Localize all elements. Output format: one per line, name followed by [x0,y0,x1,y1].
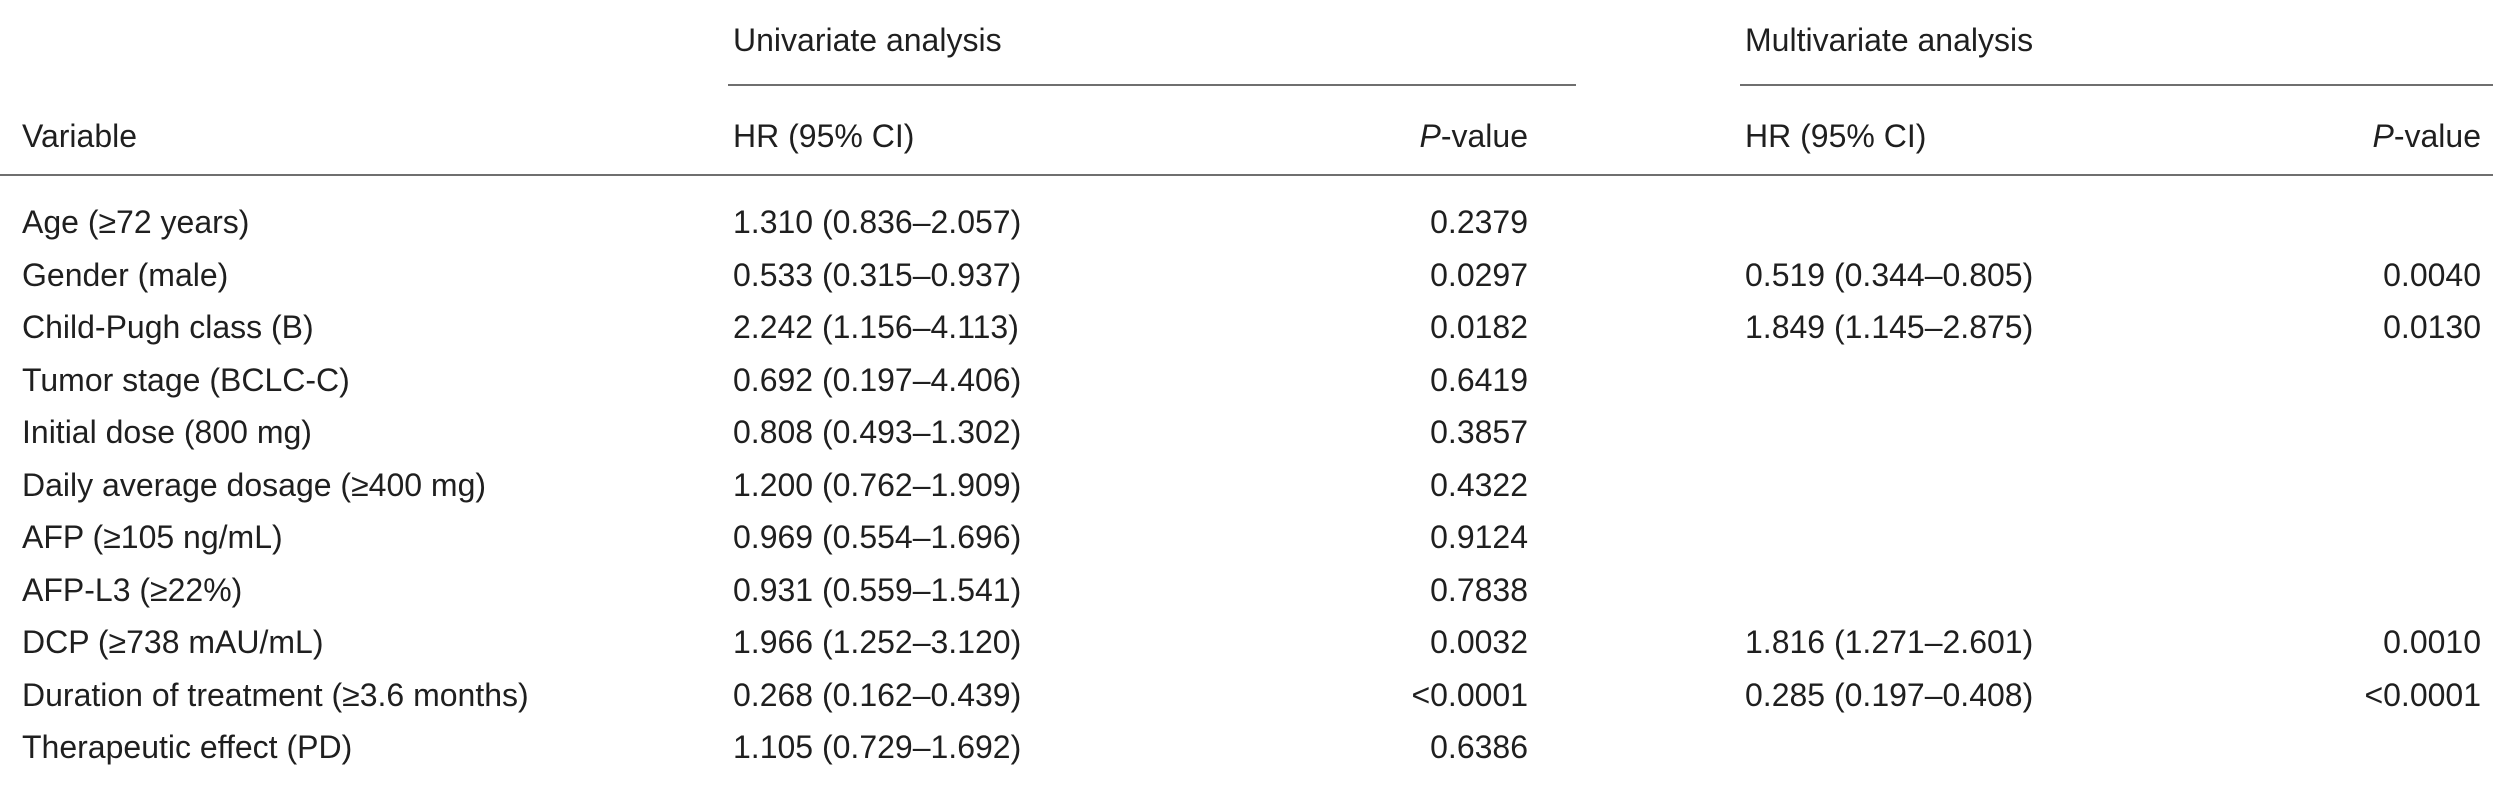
variable-column-header: Variable [22,118,138,154]
multivariate-group-rule [1740,84,2493,86]
variable-cell: AFP-L3 (≥22%) [22,571,243,608]
p-italic: P [1419,118,1441,154]
variable-cell: Duration of treatment (≥3.6 months) [22,676,529,713]
univariate-group-header: Univariate analysis [733,22,1002,58]
p-suffix: -value [1440,118,1528,154]
univariate-p-cell: 0.7838 [1430,571,1528,608]
univariate-hr-cell: 0.931 (0.559–1.541) [733,571,1022,608]
univariate-p-cell: 0.6386 [1430,729,1528,765]
univariate-hr-cell: 0.808 (0.493–1.302) [733,414,1022,450]
univariate-hr-cell: 1.105 (0.729–1.692) [733,729,1022,765]
univariate-hr-cell: 1.310 (0.836–2.057) [733,204,1022,240]
univariate-p-cell: <0.0001 [1411,676,1528,713]
variable-cell: DCP (≥738 mAU/mL) [22,624,324,660]
univariate-p-cell: 0.0032 [1430,624,1528,660]
table-body: Age (≥72 years) 1.310 (0.836–2.057) 0.23… [0,196,2493,774]
multivariate-hr-column-header: HR (95% CI) [1745,118,1927,154]
multivariate-p-cell: <0.0001 [2364,676,2481,713]
univariate-p-cell: 0.6419 [1430,361,1528,398]
variable-cell: Daily average dosage (≥400 mg) [22,466,487,503]
p-italic: P [2372,118,2394,154]
univariate-p-cell: 0.9124 [1430,519,1528,555]
variable-cell: Initial dose (800 mg) [22,414,312,450]
variable-cell: AFP (≥105 ng/mL) [22,519,283,555]
univariate-hr-cell: 0.969 (0.554–1.696) [733,519,1022,555]
p-suffix: -value [2393,118,2481,154]
multivariate-p-cell: 0.0010 [2383,624,2481,660]
univariate-p-cell: 0.2379 [1430,204,1528,240]
univariate-hr-cell: 1.966 (1.252–3.120) [733,624,1022,660]
multivariate-hr-cell: 1.816 (1.271–2.601) [1745,624,2034,660]
table-row: Gender (male) 0.533 (0.315–0.937) 0.0297… [0,249,2493,302]
multivariate-hr-cell: 1.849 (1.145–2.875) [1745,309,2034,345]
univariate-hr-cell: 0.692 (0.197–4.406) [733,361,1022,398]
table-row: Child-Pugh class (B) 2.242 (1.156–4.113)… [0,301,2493,354]
univariate-p-cell: 0.0182 [1430,309,1528,345]
table-row: Initial dose (800 mg) 0.808 (0.493–1.302… [0,406,2493,459]
table-row: Therapeutic effect (PD) 1.105 (0.729–1.6… [0,721,2493,774]
multivariate-hr-cell: 0.519 (0.344–0.805) [1745,256,2034,293]
variable-cell: Therapeutic effect (PD) [22,729,353,765]
variable-cell: Tumor stage (BCLC-C) [22,361,350,398]
variable-cell: Gender (male) [22,256,229,293]
univariate-hr-cell: 1.200 (0.762–1.909) [733,466,1022,503]
variable-cell: Child-Pugh class (B) [22,309,314,345]
header-rule [0,174,2493,176]
univariate-p-column-header: P-value [1420,116,1529,156]
univariate-hr-cell: 0.268 (0.162–0.439) [733,676,1022,713]
table-row: AFP (≥105 ng/mL) 0.969 (0.554–1.696) 0.9… [0,511,2493,564]
table-row: Age (≥72 years) 1.310 (0.836–2.057) 0.23… [0,196,2493,249]
multivariate-p-cell: 0.0130 [2383,309,2481,345]
univariate-hr-cell: 2.242 (1.156–4.113) [733,309,1019,345]
table-row: Duration of treatment (≥3.6 months) 0.26… [0,669,2493,722]
multivariate-p-column-header: P-value [2373,116,2482,156]
univariate-hr-cell: 0.533 (0.315–0.937) [733,256,1022,293]
table-row: DCP (≥738 mAU/mL) 1.966 (1.252–3.120) 0.… [0,616,2493,669]
univariate-p-cell: 0.0297 [1430,256,1528,293]
table-row: AFP-L3 (≥22%) 0.931 (0.559–1.541) 0.7838 [0,564,2493,617]
table-row: Tumor stage (BCLC-C) 0.692 (0.197–4.406)… [0,354,2493,407]
multivariate-hr-cell: 0.285 (0.197–0.408) [1745,676,2034,713]
univariate-group-rule [728,84,1576,86]
table-row: Daily average dosage (≥400 mg) 1.200 (0.… [0,459,2493,512]
univariate-hr-column-header: HR (95% CI) [733,118,915,154]
variable-cell: Age (≥72 years) [22,204,250,240]
multivariate-p-cell: 0.0040 [2383,256,2481,293]
univariate-p-cell: 0.3857 [1430,414,1528,450]
multivariate-group-header: Multivariate analysis [1745,22,2034,58]
univariate-p-cell: 0.4322 [1430,466,1528,503]
